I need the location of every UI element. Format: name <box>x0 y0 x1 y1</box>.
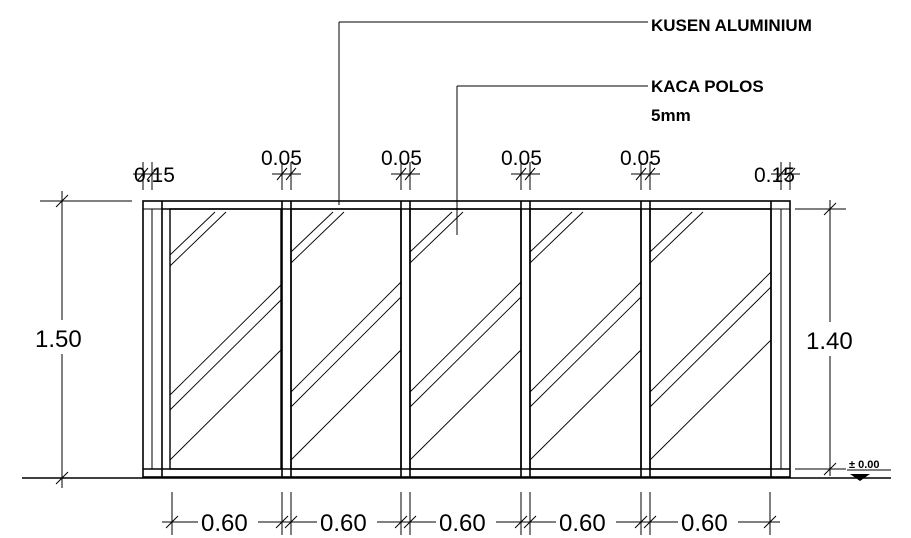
glass-pane-4 <box>529 208 642 470</box>
left-frame-width-label: 0.15 <box>134 164 175 187</box>
mullion-2-width-label: 0.05 <box>381 147 422 170</box>
panel-2-width-label: 0.60 <box>320 510 367 537</box>
panel-3-width-label: 0.60 <box>439 510 486 537</box>
glass-pane-3 <box>409 208 522 470</box>
top-dimension-ticks <box>133 162 800 190</box>
glass-thickness-label: 5mm <box>651 106 691 125</box>
level-label: ± 0.00 <box>849 459 880 471</box>
glass-pane-1 <box>169 208 282 470</box>
glass-pane-2 <box>290 208 402 470</box>
glass-pane-5 <box>649 208 772 470</box>
glass-height-label: 1.40 <box>806 328 853 355</box>
total-height-label: 1.50 <box>35 326 82 353</box>
glass-callout-leader <box>456 85 648 235</box>
panel-5-width-label: 0.60 <box>681 510 728 537</box>
frame-callout-label: KUSEN ALUMINIUM <box>651 16 812 35</box>
mullion-1-width-label: 0.05 <box>261 147 302 170</box>
right-frame-width-label: 0.15 <box>754 164 795 187</box>
panel-4-width-label: 0.60 <box>559 510 606 537</box>
mullion-3-width-label: 0.05 <box>501 147 542 170</box>
level-marker <box>847 469 891 481</box>
glass-callout-label: KACA POLOS <box>651 77 764 96</box>
frame-callout-leader <box>338 21 648 205</box>
window-frame <box>142 200 791 478</box>
mullion-4-width-label: 0.05 <box>620 147 661 170</box>
panel-1-width-label: 0.60 <box>201 510 248 537</box>
